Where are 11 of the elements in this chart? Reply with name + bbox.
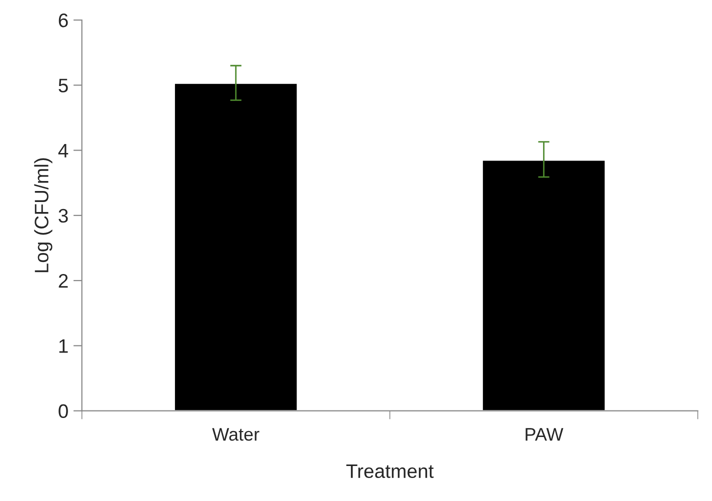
y-axis-title: Log (CFU/ml) [34, 158, 52, 272]
y-tick-label: 0 [58, 404, 68, 418]
x-tick-label: Water [212, 428, 260, 441]
y-tick-label: 6 [58, 14, 68, 28]
y-tick-label: 2 [58, 274, 68, 288]
x-tick-label: PAW [526, 428, 564, 441]
x-axis-title: Treatment [346, 464, 434, 478]
y-tick-label: 5 [58, 78, 68, 92]
y-tick-label: 1 [59, 339, 68, 353]
y-tick-label: 3 [58, 208, 68, 223]
y-tick-label: 4 [58, 144, 68, 158]
